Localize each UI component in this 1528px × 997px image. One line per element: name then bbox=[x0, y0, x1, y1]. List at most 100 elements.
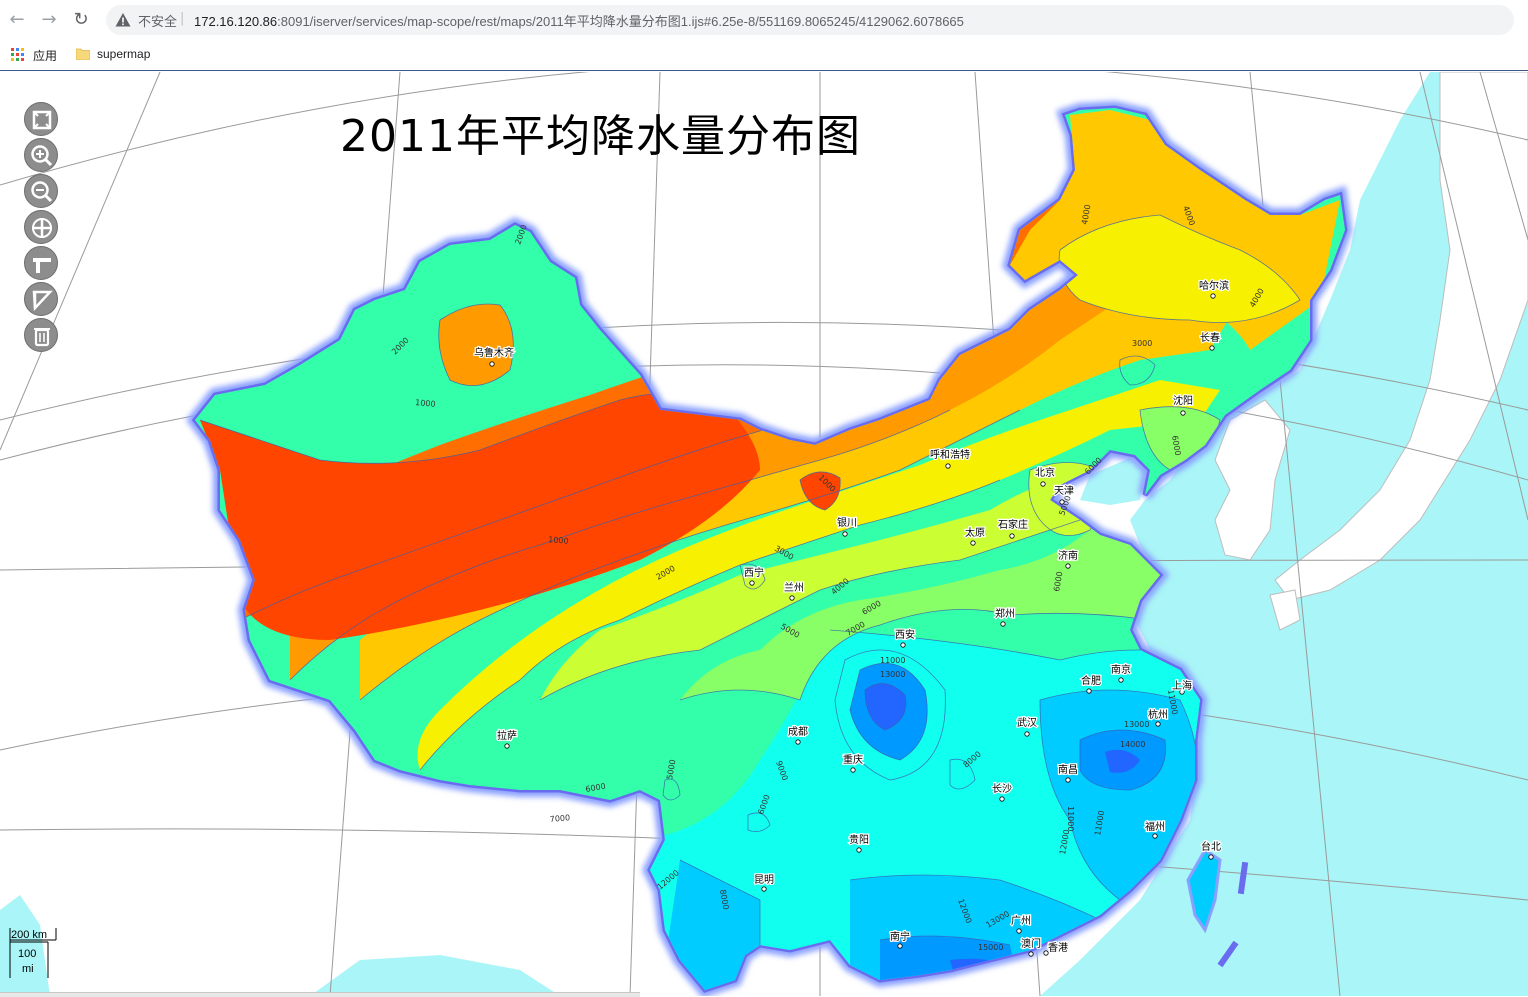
band-urumqi-high bbox=[438, 304, 514, 386]
bookmarks-bar: 应用 supermap bbox=[0, 40, 1528, 71]
city-marker bbox=[1065, 563, 1071, 569]
contour-label: 5000 bbox=[665, 759, 677, 781]
measure-area-icon bbox=[32, 290, 53, 311]
band-class-7 bbox=[540, 470, 1100, 700]
city-marker bbox=[1016, 928, 1022, 934]
city-marker bbox=[945, 463, 951, 469]
contour-label: 7000 bbox=[549, 813, 570, 824]
band-class-6 bbox=[417, 380, 1220, 770]
contour-label: 8000 bbox=[718, 889, 730, 911]
precipitation-map[interactable]: 2000200010001000100020003000400050006000… bbox=[0, 72, 1528, 996]
city-label: 上海 bbox=[1172, 679, 1192, 692]
contour-label: 3000 bbox=[1132, 339, 1152, 348]
contour-label: 13000 bbox=[1124, 720, 1149, 729]
city-label: 成都 bbox=[788, 726, 808, 738]
zoom-in-icon bbox=[31, 145, 53, 167]
city-label: 南京 bbox=[1111, 663, 1131, 676]
city-label: 杭州 bbox=[1148, 708, 1168, 721]
zoom-in-button[interactable] bbox=[24, 138, 58, 172]
apps-grid-icon[interactable] bbox=[11, 48, 25, 62]
city-marker bbox=[795, 739, 801, 745]
ocean-east bbox=[1040, 72, 1528, 996]
full-extent-button[interactable] bbox=[24, 102, 58, 136]
city-label: 太原 bbox=[965, 526, 985, 539]
measure-distance-button[interactable] bbox=[24, 246, 58, 280]
city-label: 郑州 bbox=[995, 607, 1015, 620]
ocean-layer bbox=[0, 72, 1528, 996]
bookmark-apps[interactable]: 应用 bbox=[33, 49, 58, 63]
contour-label: 11000 bbox=[1066, 806, 1075, 831]
band-class-11 bbox=[660, 690, 1198, 990]
ocean-southwest bbox=[0, 895, 50, 996]
status-bar bbox=[0, 992, 640, 997]
islands bbox=[1186, 847, 1249, 968]
full-extent-icon bbox=[32, 110, 52, 130]
measure-area-button[interactable] bbox=[24, 282, 58, 316]
contour-label: 6000 bbox=[1170, 435, 1182, 457]
island-bar-2 bbox=[1217, 940, 1239, 968]
scale-bar-lines bbox=[9, 928, 57, 978]
city-label: 香港 bbox=[1048, 942, 1068, 954]
city-marker bbox=[1086, 688, 1092, 694]
band-ningxia-low bbox=[800, 471, 841, 510]
contour-label: 4000 bbox=[1080, 204, 1092, 226]
city-label: 兰州 bbox=[784, 581, 804, 594]
contour-label: 6000 bbox=[585, 782, 607, 794]
contour-label: 13000 bbox=[880, 670, 905, 679]
zoom-out-button[interactable] bbox=[24, 174, 58, 208]
city-marker bbox=[856, 847, 862, 853]
back-button[interactable]: ← bbox=[9, 9, 25, 30]
city-label: 福州 bbox=[1145, 820, 1165, 833]
city-marker bbox=[761, 886, 767, 892]
city-label: 昆明 bbox=[754, 874, 774, 886]
bookmark-supermap[interactable]: supermap bbox=[97, 47, 151, 61]
url-separator: | bbox=[180, 11, 185, 26]
city-marker bbox=[1209, 345, 1215, 351]
neighbour-land-layer bbox=[1214, 72, 1528, 631]
pan-icon bbox=[32, 218, 52, 238]
city-label: 重庆 bbox=[843, 753, 863, 766]
url-field[interactable]: 不安全 | 172.16.120.86:8091/iserver/service… bbox=[106, 5, 1514, 35]
scale-km-label: 200 km bbox=[11, 929, 48, 941]
city-label: 银川 bbox=[837, 516, 857, 529]
reload-button[interactable]: ↻ bbox=[73, 9, 89, 30]
city-marker bbox=[999, 796, 1005, 802]
city-marker bbox=[1179, 689, 1185, 695]
city-label: 乌鲁木齐 bbox=[474, 346, 514, 359]
city-marker bbox=[1043, 950, 1049, 956]
forward-button[interactable]: → bbox=[41, 9, 57, 30]
security-label[interactable]: 不安全 bbox=[138, 15, 178, 30]
city-marker bbox=[900, 642, 906, 648]
city-marker bbox=[970, 540, 976, 546]
zoom-out-icon bbox=[31, 181, 53, 203]
band-class-12 bbox=[850, 663, 1166, 990]
city-label: 石家庄 bbox=[998, 518, 1028, 531]
scale-bar: 200 km 100 mi bbox=[8, 928, 68, 980]
city-label: 济南 bbox=[1058, 549, 1078, 562]
map-title: 2011年平均降水量分布图 bbox=[340, 111, 861, 162]
pan-button[interactable] bbox=[24, 210, 58, 244]
contour-label: 6000 bbox=[1052, 571, 1064, 593]
city-marker bbox=[1059, 499, 1065, 505]
map-viewport[interactable]: 2000 2000 1000 1000 1000 2000 3000 4000 5000 6000… bbox=[0, 72, 1528, 996]
city-marker bbox=[1208, 854, 1214, 860]
warning-triangle-icon bbox=[115, 13, 131, 27]
url-path: :8091/iserver/services/map-scope/rest/ma… bbox=[277, 14, 964, 29]
city-marker bbox=[1152, 833, 1158, 839]
trash-icon bbox=[34, 328, 50, 347]
city-label: 长沙 bbox=[992, 783, 1012, 795]
scale-mi-value: 100 bbox=[18, 948, 37, 960]
kyushu-land bbox=[1269, 589, 1301, 631]
city-marker bbox=[1155, 721, 1161, 727]
folder-icon bbox=[76, 48, 90, 60]
band-class-2 bbox=[200, 392, 760, 640]
city-label: 贵阳 bbox=[849, 833, 869, 846]
clear-button[interactable] bbox=[24, 318, 58, 352]
scale-mi-unit: mi bbox=[22, 963, 34, 975]
city-marker bbox=[1000, 621, 1006, 627]
contour-label: 1000 bbox=[415, 398, 436, 409]
city-marker bbox=[850, 767, 856, 773]
city-label: 广州 bbox=[1011, 915, 1031, 927]
url-host: 172.16.120.86 bbox=[194, 14, 278, 29]
